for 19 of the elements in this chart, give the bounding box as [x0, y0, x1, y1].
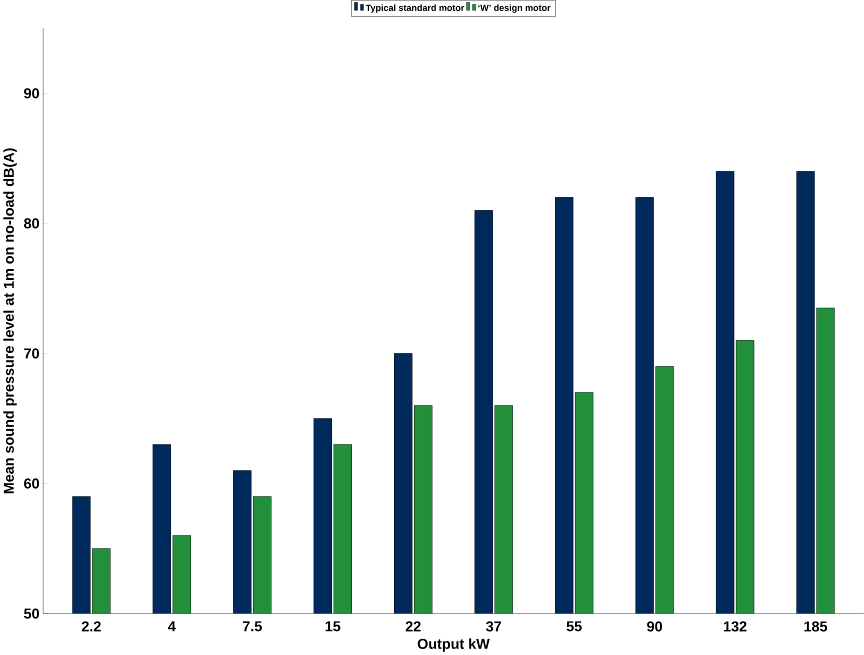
x-tick-label: 7.5 — [242, 621, 262, 632]
x-tick-label: 37 — [486, 621, 502, 632]
x-tick-label: 185 — [804, 621, 828, 632]
legend-label: Typical standard motor — [366, 4, 464, 13]
y-tick-label: 90 — [24, 88, 39, 98]
y-axis-title: Mean sound pressure level at 1m on no-load dB(A) — [3, 148, 17, 494]
legend-label: ‘W’ design motor — [478, 4, 550, 13]
x-tick-label: 55 — [566, 621, 582, 632]
x-tick-label: 22 — [406, 621, 421, 632]
x-tick-label: 2.2 — [82, 621, 101, 632]
x-tick-label: 90 — [647, 621, 662, 632]
x-axis-title: Output kW — [418, 638, 490, 652]
x-tick-label: 4 — [168, 621, 176, 632]
y-tick-label: 80 — [24, 218, 39, 228]
x-tick-label: 15 — [326, 621, 340, 632]
x-tick-label: 132 — [724, 621, 746, 632]
y-tick-label: 50 — [24, 608, 39, 619]
y-tick-label: 60 — [24, 478, 39, 489]
y-tick-label: 70 — [24, 348, 39, 358]
